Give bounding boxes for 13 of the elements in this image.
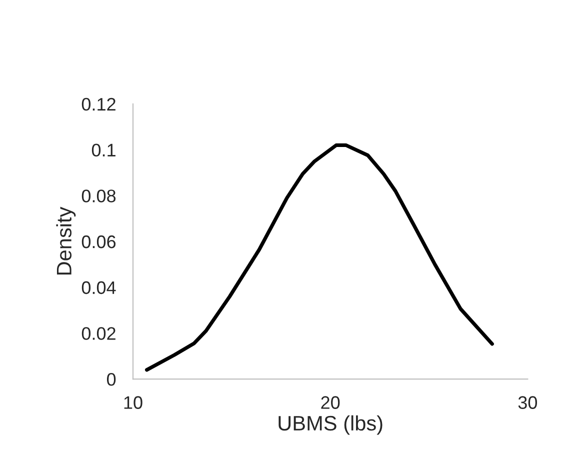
y-tick-label: 0: [106, 372, 116, 386]
y-tick-label: 0.02: [82, 327, 116, 340]
x-axis-title: UBMS (lbs): [278, 415, 382, 435]
y-tick-label: 0.1: [92, 144, 116, 157]
y-tick-label: 0.06: [82, 235, 116, 248]
y-tick-label: 0.12: [82, 98, 116, 111]
x-tick-label: 30: [518, 396, 538, 409]
y-tick-label: 0.04: [82, 281, 116, 294]
y-tick-label: 0.08: [82, 190, 116, 202]
line-series: [145, 143, 494, 372]
x-tick-label: 10: [124, 396, 142, 409]
y-axis-title: Density: [56, 206, 76, 275]
x-tick-label: 20: [321, 396, 340, 409]
